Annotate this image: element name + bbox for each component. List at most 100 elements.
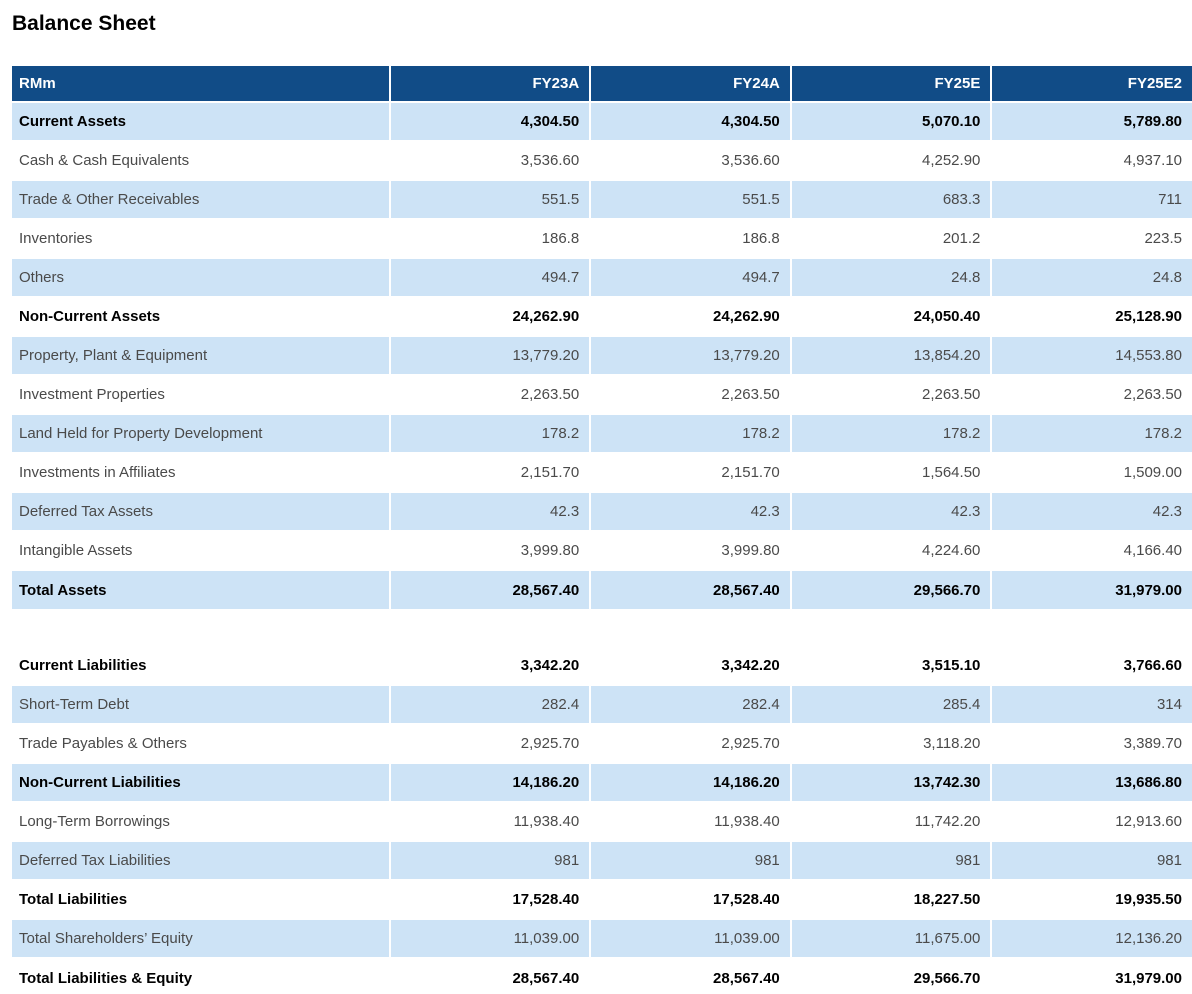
cell-value: 11,039.00 [388,918,591,958]
cell-value: 3,536.60 [388,140,591,180]
cell-value: 3,389.70 [990,723,1192,763]
row-label: Inventories [12,218,390,258]
table-row: Current Assets 4,304.50 4,304.50 5,070.1… [12,101,1192,141]
column-header-fy24a: FY24A [589,66,791,102]
row-label: Total Liabilities [12,879,390,919]
cell-value: 13,779.20 [589,335,791,375]
cell-value: 2,151.70 [589,452,791,492]
cell-value: 2,151.70 [388,452,591,492]
row-label: Deferred Tax Liabilities [12,840,390,880]
row-label: Investments in Affiliates [12,452,390,492]
row-label: Deferred Tax Assets [12,491,390,531]
table-row: Total Liabilities 17,528.40 17,528.40 18… [12,879,1192,919]
table-row: Intangible Assets 3,999.80 3,999.80 4,22… [12,530,1192,570]
cell-value: 13,854.20 [789,335,992,375]
cell-value: 3,999.80 [388,530,591,570]
row-label: Long-Term Borrowings [12,801,390,841]
row-label: Investment Properties [12,374,390,414]
cell-value: 1,509.00 [990,452,1192,492]
column-header-fy25e: FY25E [789,66,992,102]
cell-value: 2,263.50 [388,374,591,414]
table-header-row: RMm FY23A FY24A FY25E FY25E2 [12,66,1192,102]
unit-label-header: RMm [12,66,390,102]
cell-value: 4,937.10 [990,140,1192,180]
cell-value: 13,742.30 [789,762,992,802]
cell-value: 178.2 [388,413,591,453]
cell-value: 2,263.50 [589,374,791,414]
table-row: Trade Payables & Others 2,925.70 2,925.7… [12,723,1192,763]
table-row: Property, Plant & Equipment 13,779.20 13… [12,335,1192,375]
cell-value: 19,935.50 [990,879,1192,919]
cell-value: 178.2 [789,413,992,453]
cell-value: 3,342.20 [388,645,591,685]
row-label: Cash & Cash Equivalents [12,140,390,180]
cell-value: 17,528.40 [388,879,591,919]
cell-value: 13,779.20 [388,335,591,375]
cell-value: 11,675.00 [789,918,992,958]
cell-value: 24.8 [789,257,992,297]
cell-value: 2,263.50 [990,374,1192,414]
cell-value: 178.2 [990,413,1192,453]
cell-value: 24,262.90 [388,296,591,336]
row-label: Total Assets [12,569,390,609]
row-label: Property, Plant & Equipment [12,335,390,375]
row-label: Non-Current Assets [12,296,390,336]
cell-value: 18,227.50 [789,879,992,919]
cell-value: 42.3 [388,491,591,531]
cell-value: 14,186.20 [388,762,591,802]
cell-value: 178.2 [589,413,791,453]
page-title: Balance Sheet [12,12,156,35]
table-row: Trade & Other Receivables 551.5 551.5 68… [12,179,1192,219]
cell-value: 3,766.60 [990,645,1192,685]
cell-value: 14,186.20 [589,762,791,802]
cell-value: 1,564.50 [789,452,992,492]
cell-value: 551.5 [388,179,591,219]
row-label: Non-Current Liabilities [12,762,390,802]
table-row: Deferred Tax Liabilities 981 981 981 981 [12,840,1192,880]
cell-value: 11,938.40 [589,801,791,841]
cell-value: 711 [990,179,1192,219]
cell-value: 5,070.10 [789,101,992,141]
cell-value: 25,128.90 [990,296,1192,336]
cell-value: 223.5 [990,218,1192,258]
cell-value: 4,252.90 [789,140,992,180]
row-label: Current Assets [12,101,390,141]
cell-value: 28,567.40 [388,569,591,609]
cell-value: 13,686.80 [990,762,1192,802]
cell-value: 3,342.20 [589,645,791,685]
cell-value: 3,536.60 [589,140,791,180]
cell-value: 3,118.20 [789,723,992,763]
cell-value: 11,039.00 [589,918,791,958]
cell-value: 17,528.40 [589,879,791,919]
row-label: Short-Term Debt [12,684,390,724]
section-gap [12,609,1192,646]
cell-value: 285.4 [789,684,992,724]
cell-value: 201.2 [789,218,992,258]
cell-value: 28,567.40 [589,569,791,609]
cell-value: 314 [990,684,1192,724]
table-row: Cash & Cash Equivalents 3,536.60 3,536.6… [12,140,1192,180]
cell-value: 42.3 [990,491,1192,531]
cell-value: 2,263.50 [789,374,992,414]
cell-value: 12,913.60 [990,801,1192,841]
cell-value: 11,938.40 [388,801,591,841]
cell-value: 3,999.80 [589,530,791,570]
cell-value: 42.3 [789,491,992,531]
row-label: Intangible Assets [12,530,390,570]
row-label: Total Shareholders’ Equity [12,918,390,958]
cell-value: 494.7 [589,257,791,297]
cell-value: 28,567.40 [388,957,591,994]
cell-value: 2,925.70 [589,723,791,763]
table-row: Long-Term Borrowings 11,938.40 11,938.40… [12,801,1192,841]
table-row: Deferred Tax Assets 42.3 42.3 42.3 42.3 [12,491,1192,531]
row-label: Trade Payables & Others [12,723,390,763]
cell-value: 12,136.20 [990,918,1192,958]
cell-value: 282.4 [388,684,591,724]
table-row: Others 494.7 494.7 24.8 24.8 [12,257,1192,297]
balance-sheet-table: RMm FY23A FY24A FY25E FY25E2 Current Ass… [12,66,1192,994]
cell-value: 3,515.10 [789,645,992,685]
cell-value: 2,925.70 [388,723,591,763]
cell-value: 24.8 [990,257,1192,297]
cell-value: 28,567.40 [589,957,791,994]
table-row: Non-Current Liabilities 14,186.20 14,186… [12,762,1192,802]
